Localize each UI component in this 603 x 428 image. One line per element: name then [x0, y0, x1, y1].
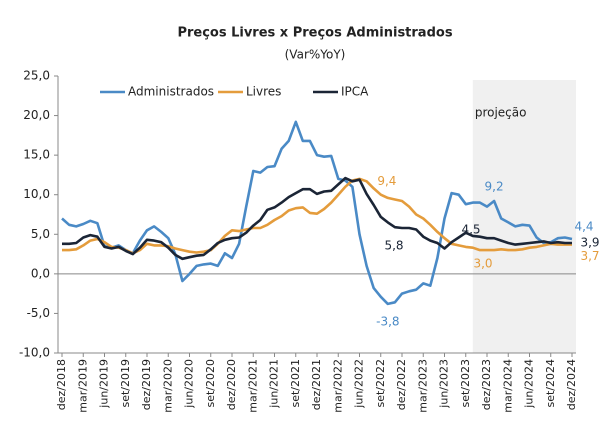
x-tick-label: dez/2024 [565, 359, 578, 410]
chart-title: Preços Livres x Preços Administrados [177, 26, 452, 41]
y-tick-label: 20,0 [23, 108, 50, 122]
series-line [62, 176, 572, 261]
y-tick-label: 25,0 [23, 69, 50, 83]
x-tick-label: jun/2024 [523, 359, 536, 409]
data-label: 5,8 [384, 238, 403, 252]
x-tick-label: dez/2022 [395, 359, 408, 410]
data-label: 3,9 [580, 235, 599, 249]
data-label: 4,5 [461, 223, 480, 237]
x-tick-label: dez/2019 [140, 359, 153, 410]
x-tick-label: jun/2023 [438, 359, 451, 409]
data-label: 3,0 [473, 257, 492, 271]
series-line [62, 177, 572, 255]
y-tick-label: -10,0 [19, 346, 50, 360]
x-tick-label: dez/2023 [480, 359, 493, 410]
y-tick-label: -5,0 [27, 306, 50, 320]
chart-subtitle: (Var%YoY) [285, 48, 346, 62]
x-tick-label: jun/2022 [353, 359, 366, 409]
x-tick-label: mar/2020 [161, 359, 174, 413]
data-label: 4,4 [574, 220, 593, 234]
x-tick-label: set/2022 [374, 359, 387, 408]
projection-label: projeção [475, 106, 527, 120]
x-tick-label: mar/2021 [246, 359, 259, 413]
series-line [61, 120, 573, 306]
x-tick-label: set/2024 [544, 359, 557, 408]
data-label: -3,8 [376, 314, 399, 328]
data-label: 9,2 [485, 180, 504, 194]
x-tick-label: mar/2019 [76, 359, 89, 413]
x-tick-label: mar/2022 [331, 359, 344, 413]
data-label: 3,7 [580, 249, 599, 263]
x-tick-label: dez/2018 [55, 359, 68, 410]
y-tick-label: 5,0 [31, 227, 50, 241]
x-tick-label: set/2020 [204, 359, 217, 408]
y-tick-label: 10,0 [23, 187, 50, 201]
x-tick-label: mar/2024 [501, 359, 514, 413]
x-tick-label: set/2019 [119, 359, 132, 408]
y-tick-label: 0,0 [31, 266, 50, 280]
x-tick-label: jun/2020 [183, 359, 196, 409]
x-tick-label: jun/2019 [98, 359, 111, 409]
x-tick-label: set/2023 [459, 359, 472, 408]
projection-shade [472, 80, 576, 353]
legend-label: Livres [246, 85, 281, 99]
data-label: 9,4 [377, 174, 396, 188]
x-tick-label: set/2021 [289, 359, 302, 408]
legend-label: Administrados [128, 85, 214, 99]
x-tick-label: dez/2020 [225, 359, 238, 410]
y-tick-label: 15,0 [23, 148, 50, 162]
x-tick-label: mar/2023 [416, 359, 429, 413]
x-tick-label: jun/2021 [268, 359, 281, 409]
x-tick-label: dez/2021 [310, 359, 323, 410]
legend-label: IPCA [341, 85, 369, 99]
